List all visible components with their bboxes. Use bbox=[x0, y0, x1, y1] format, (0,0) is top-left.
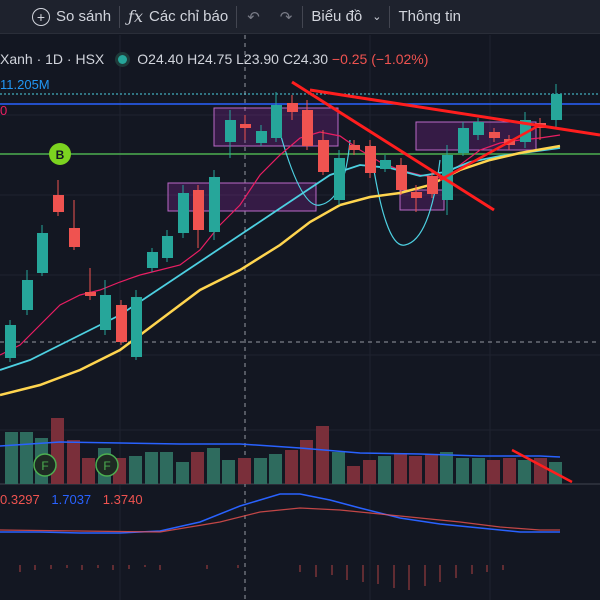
top-toolbar: + So sánh ƒx Các chỉ báo ↶ ↷ Biểu đồ ⌄ T… bbox=[0, 0, 600, 34]
symbol-legend: Xanh · 1D · HSX O24.40 H24.75 L23.90 C24… bbox=[0, 48, 428, 70]
candle-up bbox=[37, 225, 48, 276]
candle-down bbox=[53, 180, 64, 216]
change-value: −0.25 (−1.02%) bbox=[331, 51, 429, 67]
candle-down bbox=[193, 185, 204, 248]
candle-up bbox=[100, 280, 111, 335]
ma-fast-line bbox=[0, 131, 561, 356]
candle-up bbox=[256, 125, 267, 146]
candle-down bbox=[116, 300, 127, 345]
f-marker-label: F bbox=[103, 459, 110, 473]
volume-trend-line bbox=[511, 448, 573, 484]
fx-icon: ƒx bbox=[128, 7, 143, 26]
indicators-label: Các chỉ báo bbox=[149, 8, 229, 25]
plus-circle-icon: + bbox=[32, 7, 50, 26]
f-marker[interactable]: F bbox=[95, 453, 119, 477]
candle-up bbox=[209, 170, 220, 240]
volume-ma-line bbox=[0, 441, 561, 458]
candle-down bbox=[396, 158, 407, 195]
candle-up bbox=[380, 155, 391, 172]
trend-line bbox=[291, 80, 495, 212]
open-value: O24.40 bbox=[137, 51, 184, 67]
toolbar-divider bbox=[236, 5, 238, 28]
compare-label: So sánh bbox=[56, 8, 112, 25]
candle-down bbox=[318, 130, 329, 175]
chart-type-button[interactable]: Biểu đồ ⌄ bbox=[303, 0, 389, 34]
candle-up bbox=[162, 230, 173, 262]
high-value: H24.75 bbox=[187, 51, 233, 67]
trend-line bbox=[439, 123, 541, 182]
market-status-icon bbox=[118, 54, 128, 64]
buy-marker[interactable]: B bbox=[49, 143, 71, 165]
candle-down bbox=[427, 170, 438, 198]
pattern-curve bbox=[369, 144, 441, 246]
trend-line bbox=[309, 88, 600, 137]
indicator-value-1: 0.3297 bbox=[0, 492, 40, 507]
candle-up bbox=[22, 270, 33, 315]
candle-down bbox=[240, 115, 251, 140]
close-value: C24.30 bbox=[282, 51, 329, 67]
candle-down bbox=[365, 140, 376, 178]
candle-up bbox=[131, 290, 142, 360]
toolbar-divider bbox=[302, 5, 304, 28]
undo-icon: ↶ bbox=[247, 8, 260, 26]
candle-up bbox=[147, 248, 158, 272]
f-marker[interactable]: F bbox=[33, 453, 57, 477]
candle-up bbox=[458, 122, 469, 156]
grid-lines bbox=[0, 35, 600, 600]
ma-slow-line bbox=[0, 144, 561, 397]
indicator-legend: 0.3297 1.7037 1.3740 bbox=[0, 492, 143, 507]
candle-up bbox=[271, 92, 282, 142]
candle-down bbox=[489, 128, 500, 142]
redo-icon: ↷ bbox=[279, 8, 293, 26]
candle-up bbox=[520, 112, 531, 148]
candle-up bbox=[225, 110, 236, 158]
candlesticks bbox=[5, 84, 562, 362]
chart-type-label: Biểu đồ bbox=[311, 8, 363, 25]
indicator-value-3: 1.3740 bbox=[102, 492, 143, 507]
candle-down bbox=[287, 95, 298, 120]
indicator-value-2: 1.7037 bbox=[51, 492, 92, 507]
candle-down bbox=[85, 268, 96, 300]
histogram-bars bbox=[19, 565, 504, 590]
candle-up bbox=[334, 150, 345, 205]
redo-button[interactable]: ↷ bbox=[270, 0, 303, 34]
volume-bars bbox=[5, 418, 562, 484]
candle-down bbox=[302, 100, 313, 150]
info-label: Thông tin bbox=[398, 8, 462, 25]
f-marker-label: F bbox=[41, 459, 48, 473]
zero-value: 0 bbox=[0, 103, 8, 118]
indicator-line-blue bbox=[0, 493, 560, 534]
candle-up bbox=[473, 118, 484, 140]
candle-up bbox=[551, 84, 562, 128]
undo-button[interactable]: ↶ bbox=[237, 0, 270, 34]
buy-marker-label: B bbox=[56, 148, 65, 162]
candle-up bbox=[178, 185, 189, 238]
low-value: L23.90 bbox=[236, 51, 279, 67]
toolbar-divider bbox=[119, 5, 121, 28]
indicator-line-red bbox=[0, 507, 560, 533]
symbol-title[interactable]: Xanh · 1D · HSX bbox=[0, 51, 105, 67]
candle-up bbox=[5, 320, 16, 362]
volume-value: 11.205M bbox=[0, 77, 50, 92]
candle-down bbox=[349, 140, 360, 155]
price-chart[interactable]: B F F bbox=[0, 35, 600, 600]
candle-down bbox=[411, 185, 422, 212]
indicators-button[interactable]: ƒx Các chỉ báo bbox=[120, 0, 236, 34]
compare-button[interactable]: + So sánh bbox=[0, 0, 119, 34]
chevron-down-icon: ⌄ bbox=[372, 11, 382, 23]
ma-mid-line bbox=[0, 147, 561, 371]
candle-down bbox=[69, 200, 80, 250]
toolbar-divider bbox=[389, 5, 391, 28]
info-button[interactable]: Thông tin bbox=[390, 0, 469, 34]
range-box bbox=[167, 182, 317, 212]
chart-area[interactable]: B F F bbox=[0, 35, 600, 600]
